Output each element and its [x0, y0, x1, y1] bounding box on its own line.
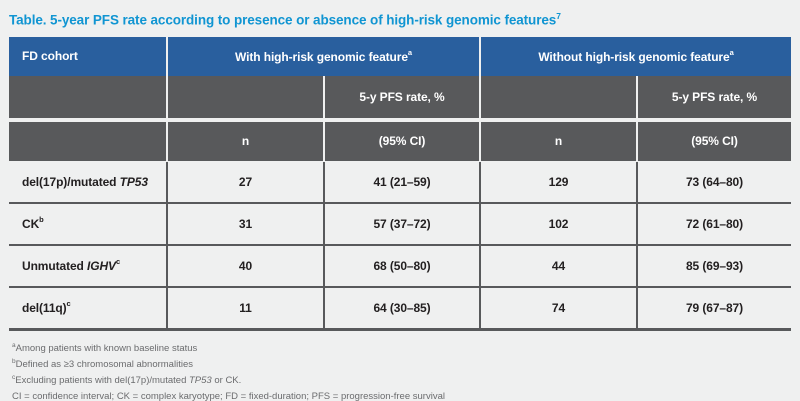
subheader-ci-without: (95% CI)	[638, 121, 791, 161]
row-label-del11q: del(11q)c	[9, 287, 166, 328]
subheader-empty-3	[481, 75, 636, 118]
header-fd-cohort-label: FD cohort	[22, 49, 78, 63]
cell-n-with: 40	[168, 245, 323, 286]
subheader-ci-with: (95% CI)	[325, 121, 479, 161]
header-without-footnote-marker: a	[729, 47, 734, 57]
cell-ci-without: 85 (69–93)	[638, 245, 791, 286]
footnotes: aAmong patients with known baseline stat…	[12, 339, 800, 401]
subheader-empty-2	[168, 75, 323, 118]
row-label-text: CKb	[22, 215, 44, 231]
table-body: del(17p)/mutated TP53 27 41 (21–59) 129 …	[9, 161, 791, 331]
row-label-unmutated-ighv: Unmutated IGHVc	[9, 245, 166, 286]
cell-ci-without: 79 (67–87)	[638, 287, 791, 328]
subheader-pfs-rate-without: 5-y PFS rate, %	[638, 75, 791, 118]
cell-ci-with: 68 (50–80)	[325, 245, 479, 286]
cell-ci-with: 64 (30–85)	[325, 287, 479, 328]
table-header-group-row: FD cohort With high-risk genomic feature…	[9, 36, 791, 76]
subheader-n-with: n	[168, 121, 323, 161]
cell-n-without: 44	[481, 245, 636, 286]
header-without-high-risk: Without high-risk genomic featurea	[481, 36, 791, 76]
cell-n-without: 102	[481, 203, 636, 244]
subheader-empty-1	[9, 75, 166, 118]
cell-n-with: 27	[168, 161, 323, 202]
header-with-high-risk-text: With high-risk genomic featurea	[235, 47, 412, 64]
header-fd-cohort: FD cohort	[9, 36, 166, 76]
table-title: Table. 5-year PFS rate according to pres…	[9, 11, 800, 28]
cell-n-without: 74	[481, 287, 636, 328]
subheader-n-without: n	[481, 121, 636, 161]
pfs-table: FD cohort With high-risk genomic feature…	[9, 36, 791, 331]
table-title-reference: 7	[556, 11, 561, 21]
cell-ci-with: 41 (21–59)	[325, 161, 479, 202]
footnote-a: aAmong patients with known baseline stat…	[12, 341, 198, 354]
cell-ci-with: 57 (37–72)	[325, 203, 479, 244]
footnote-abbreviations: CI = confidence interval; CK = complex k…	[12, 391, 445, 401]
row-label-text: del(17p)/mutated TP53	[22, 175, 148, 189]
cell-ci-without: 73 (64–80)	[638, 161, 791, 202]
header-with-high-risk: With high-risk genomic featurea	[168, 36, 479, 76]
table-subheader-row-2: n (95% CI) n (95% CI)	[9, 121, 791, 161]
subheader-empty-4	[9, 121, 166, 161]
footnote-b: bDefined as ≥3 chromosomal abnormalities	[12, 357, 193, 370]
row-label-text: del(11q)c	[22, 299, 71, 315]
cell-ci-without: 72 (61–80)	[638, 203, 791, 244]
cell-n-with: 31	[168, 203, 323, 244]
header-with-footnote-marker: a	[407, 47, 412, 57]
header-without-high-risk-text: Without high-risk genomic featurea	[538, 47, 734, 64]
subheader-pfs-rate-with: 5-y PFS rate, %	[325, 75, 479, 118]
footnote-c: cExcluding patients with del(17p)/mutate…	[12, 373, 242, 386]
table-title-text: Table. 5-year PFS rate according to pres…	[9, 12, 557, 28]
cell-n-without: 129	[481, 161, 636, 202]
row-label-text: Unmutated IGHVc	[22, 257, 121, 273]
table-subheader-row-1: 5-y PFS rate, % 5-y PFS rate, %	[9, 75, 791, 118]
cell-n-with: 11	[168, 287, 323, 328]
row-label-ck: CKb	[9, 203, 166, 244]
row-label-del17p-tp53: del(17p)/mutated TP53	[9, 161, 166, 202]
